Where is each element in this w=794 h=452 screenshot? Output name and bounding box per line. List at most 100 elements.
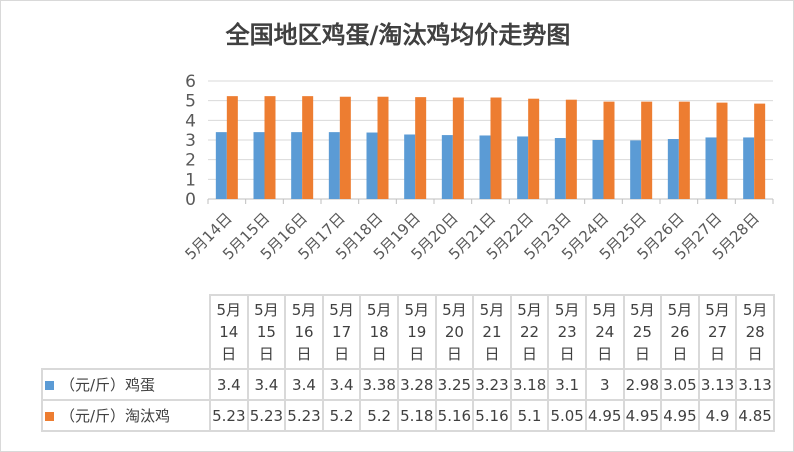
- header-text: 日: [296, 345, 312, 363]
- bar-egg: [554, 138, 566, 199]
- header-text: 14: [219, 323, 239, 341]
- header-text: 日: [371, 345, 387, 363]
- table-header-cell: 5月 17 日: [321, 294, 362, 370]
- header-text: 21: [482, 323, 502, 341]
- table-corner: [42, 295, 211, 370]
- header-text: 24: [595, 323, 615, 341]
- chart-plot: 01234565月14日5月15日5月16日5月17日5月18日5月19日5月2…: [181, 72, 774, 263]
- bar-egg: [328, 132, 340, 199]
- table-header-cell: 5月 28 日: [735, 294, 775, 370]
- table-header-cell: 5月 22 日: [509, 294, 550, 370]
- table-header-cell: 5月 19 日: [396, 294, 437, 370]
- header-text: 5月: [742, 301, 768, 319]
- bar-egg: [630, 140, 642, 199]
- bar-hen: [603, 101, 615, 199]
- header-text: 20: [444, 323, 464, 341]
- header-text: 5月: [254, 301, 279, 319]
- table-value-cell: 3.4: [284, 368, 324, 401]
- table-value-cell: 4.9: [697, 399, 738, 432]
- header-text: 日: [221, 345, 237, 363]
- bar-hen: [377, 96, 389, 199]
- header-text: 5月: [705, 301, 730, 319]
- bar-hen: [302, 96, 314, 199]
- table-header-cell: 5月 20 日: [434, 294, 475, 370]
- bar-hen: [528, 98, 540, 199]
- table-value-cell: 5.05: [547, 399, 587, 432]
- table-value-cell: 5.2: [359, 399, 399, 432]
- bar-hen: [452, 97, 464, 199]
- bar-hen: [264, 96, 276, 199]
- bar-egg: [291, 132, 303, 199]
- header-text: 16: [294, 323, 314, 341]
- table-header-cell: 5月 14 日: [209, 294, 249, 370]
- table-value-cell: 5.1: [509, 399, 550, 432]
- header-text: 日: [484, 345, 500, 363]
- header-text: 日: [597, 345, 613, 363]
- bar-hen: [565, 99, 577, 199]
- header-text: 5月: [517, 301, 542, 319]
- table-value-cell: 3.28: [396, 368, 437, 401]
- header-text: 18: [369, 323, 389, 341]
- table-value-cell: 5.16: [472, 399, 512, 432]
- table-value-cell: 2.98: [622, 368, 663, 401]
- header-text: 5月: [329, 301, 354, 319]
- table-value-cell: 5.18: [396, 399, 437, 432]
- header-text: 28: [745, 323, 765, 341]
- header-text: 日: [634, 345, 650, 363]
- legend-swatch: [45, 381, 54, 390]
- legend-entry: （元/斤）淘汰鸡: [41, 399, 211, 432]
- table-value-cell: 4.95: [584, 399, 625, 432]
- header-text: 5月: [216, 301, 242, 319]
- table-value-cell: 4.95: [660, 399, 700, 432]
- legend-label: （元/斤）鸡蛋: [60, 376, 156, 394]
- bar-hen: [641, 101, 653, 199]
- bar-egg: [404, 134, 416, 199]
- table-value-cell: 3.13: [697, 368, 738, 401]
- header-text: 日: [446, 345, 462, 363]
- table-header-cell: 5月 24 日: [584, 294, 625, 370]
- bar-egg: [253, 132, 265, 199]
- bar-hen: [226, 96, 238, 199]
- bar-hen: [716, 102, 728, 199]
- header-text: 5月: [291, 301, 317, 319]
- legend-label: （元/斤）淘汰鸡: [60, 407, 171, 425]
- table-value-cell: 4.95: [622, 399, 663, 432]
- data-table: 5月 14 日 5月 15 日 5月 16 日 5月 17 日 5月 18 日 5月 19 日 5月 20 日 5月 21 日…: [41, 294, 775, 432]
- table-header-cell: 5月 16 日: [284, 294, 324, 370]
- header-text: 23: [557, 323, 577, 341]
- header-text: 5月: [404, 301, 430, 319]
- table-value-cell: 5.2: [321, 399, 362, 432]
- table-header-cell: 5月 18 日: [359, 294, 399, 370]
- table-value-cell: 4.85: [735, 399, 775, 432]
- header-text: 15: [256, 323, 276, 341]
- table-value-cell: 3.25: [434, 368, 475, 401]
- bar-egg: [366, 132, 378, 199]
- table-value-cell: 3.1: [547, 368, 587, 401]
- bar-egg: [441, 135, 453, 199]
- header-text: 5月: [366, 301, 392, 319]
- table-row: （元/斤）鸡蛋 3.4 3.4 3.4 3.4 3.38 3.28 3.25 3.23 3.18 3…: [41, 368, 775, 401]
- header-text: 日: [710, 345, 726, 363]
- legend-entry: （元/斤）鸡蛋: [41, 368, 211, 401]
- bar-hen: [678, 101, 690, 199]
- y-tick-label: 6: [185, 72, 196, 92]
- table-value-cell: 3.23: [472, 368, 512, 401]
- header-text: 日: [747, 345, 763, 363]
- header-text: 日: [559, 345, 575, 363]
- bar-hen: [415, 97, 427, 199]
- y-tick-label: 1: [185, 170, 196, 190]
- table-value-cell: 3: [584, 368, 625, 401]
- header-text: 5月: [554, 301, 580, 319]
- table-header-cell: 5月 21 日: [472, 294, 512, 370]
- header-text: 5月: [479, 301, 505, 319]
- bar-egg: [479, 135, 491, 199]
- y-tick-label: 2: [185, 151, 196, 171]
- table-value-cell: 3.4: [321, 368, 362, 401]
- table-header-cell: 5月 15 日: [246, 294, 287, 370]
- table-value-cell: 3.13: [735, 368, 775, 401]
- table-value-cell: 5.23: [284, 399, 324, 432]
- table-row: （元/斤）淘汰鸡 5.23 5.23 5.23 5.2 5.2 5.18 5.16 5.16 5.…: [41, 399, 775, 432]
- bar-hen: [490, 97, 502, 199]
- table-value-cell: 3.4: [246, 368, 287, 401]
